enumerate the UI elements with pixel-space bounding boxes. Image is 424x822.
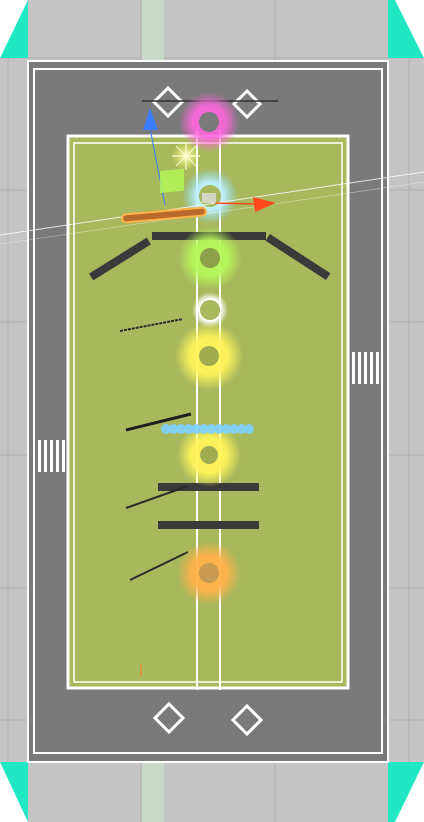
- plane-handle[interactable]: [160, 168, 184, 194]
- arena-frame-inner-border: [33, 68, 383, 754]
- orange-ring[interactable]: [177, 541, 241, 605]
- middle-wall: [158, 483, 259, 491]
- diamond-marker-bottom-right: [230, 703, 264, 737]
- blue-dot-row: [161, 424, 254, 434]
- white-ring[interactable]: [192, 292, 228, 328]
- blue-dot: [176, 424, 187, 434]
- lower-wall: [158, 521, 259, 529]
- yellow-ring-large[interactable]: [175, 322, 243, 390]
- blue-dot: [191, 424, 202, 434]
- top-left-slanted-wall: [89, 237, 151, 281]
- right-side-bumper: [352, 352, 379, 384]
- diamond-marker-top-left: [151, 85, 185, 119]
- blue-dot: [221, 424, 232, 434]
- selected-bar[interactable]: [121, 206, 207, 224]
- blue-dot: [244, 424, 254, 434]
- blue-dot: [168, 424, 179, 434]
- yellow-ring-small[interactable]: [177, 423, 241, 487]
- gizmo-horizon-line: [0, 171, 424, 236]
- diamond-marker-top-right: [231, 88, 263, 120]
- y-axis-arrow[interactable]: [143, 108, 158, 130]
- top-right-slanted-wall: [265, 234, 331, 280]
- pink-ring[interactable]: [179, 92, 239, 152]
- thin-stick-4: [129, 551, 189, 581]
- blue-dot: [213, 424, 224, 434]
- blue-dot: [161, 424, 171, 434]
- blue-dot: [198, 424, 209, 434]
- blue-dot: [206, 424, 217, 434]
- green-ring[interactable]: [178, 226, 242, 290]
- thin-stick-1: [119, 318, 184, 332]
- spark-rays: [172, 142, 200, 170]
- blue-dot: [236, 424, 247, 434]
- blue-dot: [228, 424, 239, 434]
- thin-stick-3: [125, 485, 189, 509]
- gizmo-center-box: [202, 193, 216, 203]
- diamond-marker-bottom-left: [152, 701, 186, 735]
- x-axis-arrow[interactable]: [253, 197, 276, 212]
- transform-gizmo[interactable]: [0, 108, 424, 245]
- left-side-bumper: [38, 440, 65, 472]
- blue-dot: [183, 424, 194, 434]
- thin-stick-2: [125, 412, 192, 432]
